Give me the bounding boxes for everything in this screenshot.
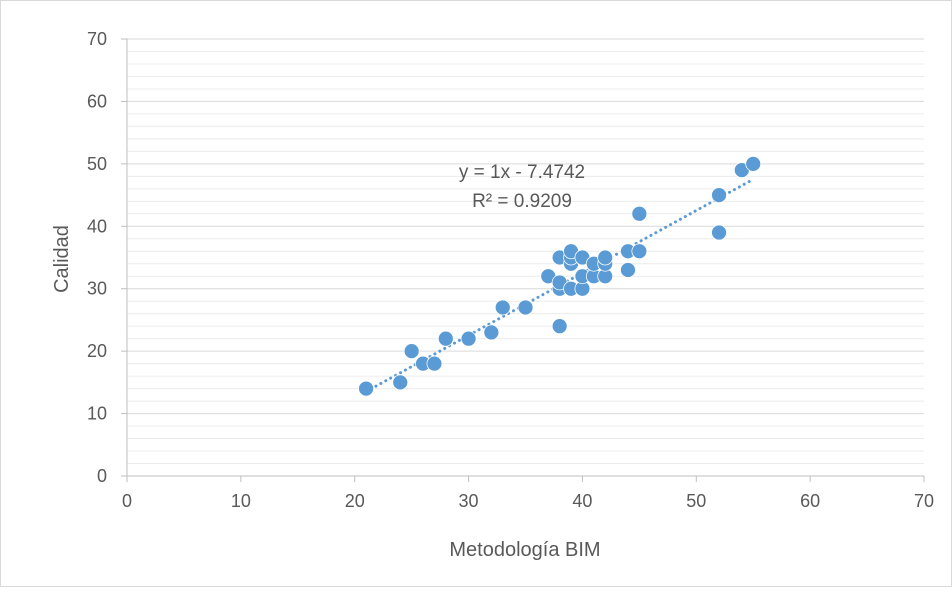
- y-tick-label: 70: [87, 29, 107, 49]
- y-tick-label: 30: [87, 279, 107, 299]
- data-point: [437, 330, 454, 347]
- data-point: [631, 243, 648, 260]
- y-tick-label: 50: [87, 154, 107, 174]
- trendline: [364, 177, 755, 394]
- x-axis-title: Metodología BIM: [449, 539, 600, 561]
- y-tick-label: 60: [87, 91, 107, 111]
- data-point: [551, 318, 568, 335]
- tick-labels: 0 10 20 30 40 50 60 70 0 10 20 30 40 50 60 70: [87, 29, 934, 511]
- x-tick-label: 0: [122, 491, 132, 511]
- x-tick-label: 20: [345, 491, 365, 511]
- trendline-equation: y = 1x - 7.4742: [459, 162, 585, 183]
- data-point: [631, 205, 648, 222]
- data-points: [358, 155, 762, 397]
- y-tick-label: 10: [87, 404, 107, 424]
- data-point: [745, 155, 762, 172]
- chart-labels: y = 1x - 7.4742 R² = 0.9209 Metodología …: [51, 162, 601, 561]
- data-point: [392, 374, 409, 391]
- data-point: [494, 299, 511, 316]
- data-point: [358, 380, 374, 397]
- y-axis-title: Calidad: [51, 225, 73, 293]
- y-tick-label: 0: [97, 466, 107, 486]
- data-point: [711, 187, 727, 203]
- trendline-r-squared: R² = 0.9209: [472, 191, 572, 212]
- axes: [121, 38, 925, 482]
- data-point: [620, 262, 636, 278]
- data-point: [597, 249, 614, 266]
- data-point: [460, 330, 477, 347]
- x-tick-label: 10: [231, 491, 251, 511]
- x-tick-label: 60: [800, 491, 820, 511]
- gridlines: [127, 38, 924, 465]
- x-tick-label: 70: [914, 491, 934, 511]
- trendline-layer: [364, 177, 755, 394]
- y-tick-label: 40: [87, 216, 107, 236]
- data-point: [403, 343, 420, 360]
- y-tick-label: 20: [87, 341, 107, 361]
- x-tick-label: 30: [459, 491, 479, 511]
- data-point: [517, 299, 534, 316]
- x-tick-label: 50: [686, 491, 706, 511]
- data-point: [483, 324, 500, 341]
- data-point: [711, 224, 727, 241]
- x-tick-label: 40: [572, 491, 592, 511]
- data-point: [426, 355, 443, 372]
